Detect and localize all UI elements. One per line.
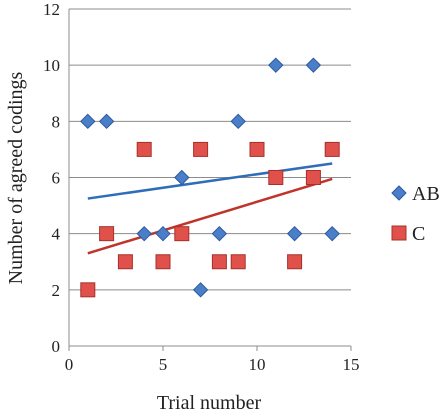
point-ab-2 — [136, 225, 152, 242]
y-tick-label-4: 4 — [52, 225, 61, 244]
gridlines — [69, 8, 351, 291]
point-c-12 — [305, 170, 321, 185]
point-c-4 — [155, 254, 171, 270]
point-ab-9 — [286, 225, 303, 242]
x-axis-label: Trial number — [157, 392, 262, 414]
point-c-9 — [249, 141, 265, 157]
trendline-c — [87, 177, 333, 255]
point-c-13 — [324, 141, 340, 157]
point-ab-11 — [324, 225, 340, 242]
point-c-11 — [287, 254, 303, 270]
point-c-3 — [136, 141, 152, 157]
point-c-8 — [230, 254, 246, 270]
point-ab-1 — [98, 113, 115, 130]
y-tick-label-8: 8 — [52, 112, 61, 131]
trendlines — [87, 162, 333, 255]
x-tick-label-15: 15 — [343, 355, 360, 374]
point-ab-5 — [192, 282, 209, 298]
point-ab-4 — [174, 169, 190, 186]
trendline-ab — [87, 162, 333, 200]
point-c-2 — [117, 254, 133, 270]
x-tick-label-5: 5 — [159, 355, 168, 374]
y-tick-label-0: 0 — [52, 337, 61, 356]
point-ab-8 — [268, 57, 284, 73]
point-c-0 — [80, 282, 96, 298]
point-ab-0 — [80, 113, 96, 130]
point-c-1 — [99, 226, 115, 242]
x-tick-labels: 0 5 10 15 — [65, 355, 360, 374]
y-axis-label: Number of agreed codings — [5, 71, 27, 284]
point-ab-7 — [230, 113, 246, 130]
point-c-6 — [193, 141, 209, 157]
point-ab-6 — [211, 225, 228, 242]
point-ab-10 — [305, 57, 322, 73]
y-tick-label-12: 12 — [43, 0, 60, 19]
x-tick-label-0: 0 — [65, 355, 74, 374]
point-c-7 — [211, 254, 227, 270]
point-c-5 — [174, 226, 190, 242]
axes — [68, 9, 352, 351]
y-tick-label-10: 10 — [43, 56, 60, 75]
legend-marker-c — [391, 225, 407, 241]
legend-label-c: C — [412, 223, 425, 245]
y-tick-labels: 0 2 4 6 8 10 12 — [43, 0, 61, 356]
data-points — [80, 57, 340, 298]
y-tick-label-6: 6 — [52, 169, 61, 188]
legend-label-ab: AB — [412, 183, 440, 205]
x-tick-label-10: 10 — [249, 355, 266, 374]
legend: AB C — [391, 183, 440, 245]
point-c-10 — [268, 170, 284, 185]
legend-marker-ab — [391, 185, 407, 201]
y-tick-label-2: 2 — [52, 281, 61, 300]
point-ab-3 — [155, 225, 171, 242]
